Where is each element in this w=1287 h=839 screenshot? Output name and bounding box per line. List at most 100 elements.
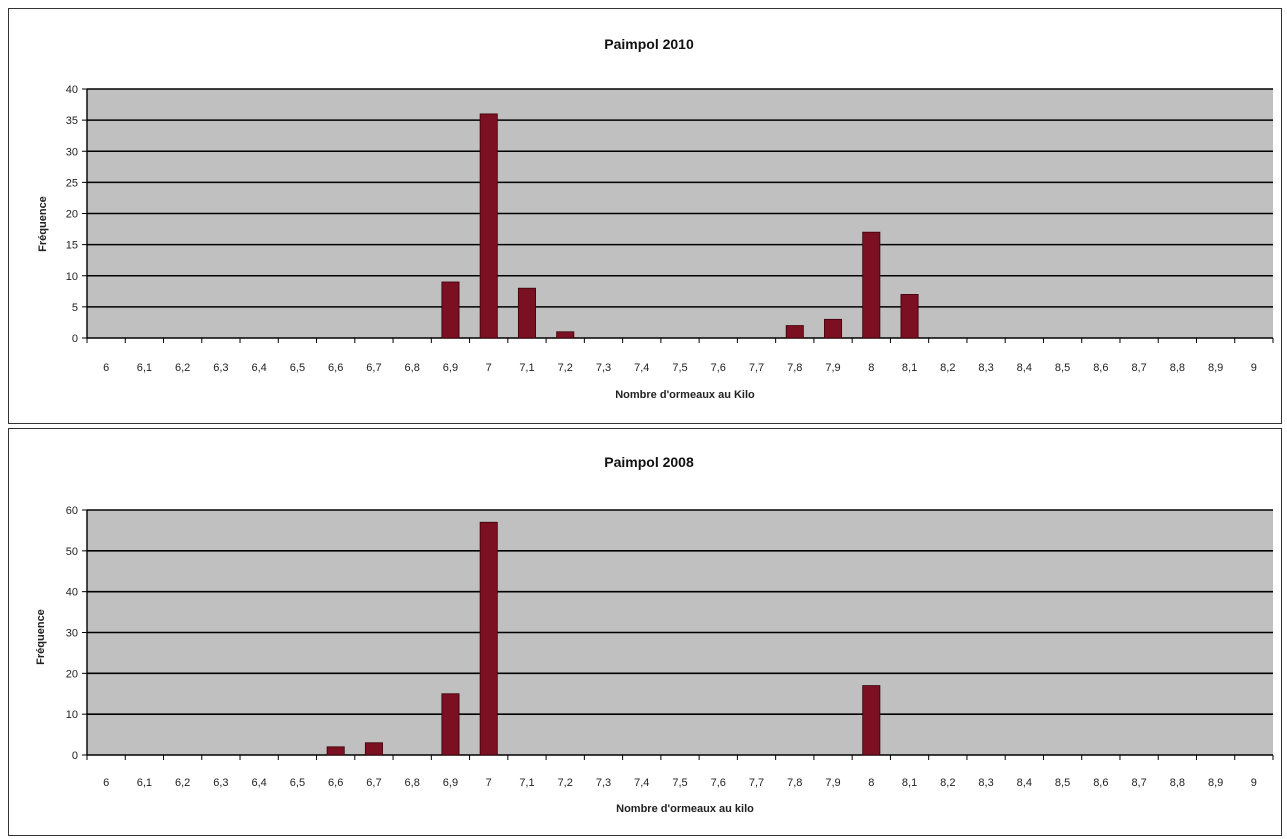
chart-panel-2008: Paimpol 2008 Nombre d'ormeaux au kilo Fr… [8,428,1282,836]
x-tick-label: 6,2 [175,362,190,374]
x-tick-label: 8,7 [1131,362,1146,374]
plot-area: 0 10 20 30 40 50 60 6 6,1 6,2 6,3 6,4 6,5 6,6 6,7 6,8 6,… [66,505,1273,789]
x-tick-label: 6,7 [366,362,381,374]
x-tick-label: 8,5 [1055,777,1070,789]
y-tick-label: 35 [66,115,78,127]
x-tick-label: 7,7 [749,777,764,789]
y-tick-label: 0 [72,333,78,345]
x-tick-label: 7 [486,777,492,789]
y-tick-label: 30 [66,146,78,158]
x-tick-label: 8,3 [978,777,993,789]
x-tick-label: 6,5 [290,777,305,789]
y-tick-label: 25 [66,177,78,189]
x-tick-label: 9 [1251,777,1257,789]
x-tick-label: 6,1 [137,777,152,789]
bar [863,232,880,338]
x-tick-label: 8,5 [1055,362,1070,374]
y-tick-label: 15 [66,240,78,252]
x-tick-label: 6 [103,362,109,374]
bar [518,288,535,338]
x-tick-label: 6,3 [213,777,228,789]
x-tick-label: 6,9 [443,362,458,374]
bar [365,743,382,755]
x-axis-label: Nombre d'ormeaux au Kilo [615,389,755,401]
x-tick-label: 8 [868,362,874,374]
x-tick-label: 7,6 [711,362,726,374]
y-tick-label: 60 [66,505,78,517]
y-axis-label: Fréquence [35,609,47,665]
x-tick-label: 8,8 [1170,777,1185,789]
x-tick-label: 8,4 [1017,777,1032,789]
y-tick-label: 50 [66,546,78,558]
x-tick-label: 7,1 [519,362,534,374]
x-tick-label: 6,5 [290,362,305,374]
x-tick-label: 8,1 [902,777,917,789]
x-tick-label: 6,6 [328,362,343,374]
bar [442,282,459,338]
x-axis-label: Nombre d'ormeaux au kilo [616,803,754,815]
x-tick-label: 8,4 [1017,362,1032,374]
x-tick-label: 7,2 [558,362,573,374]
x-tick-label: 7,3 [596,362,611,374]
x-tick-label: 6,4 [252,362,267,374]
x-tick-label: 8,3 [978,362,993,374]
x-tick-label: 7,2 [558,777,573,789]
y-axis-label: Fréquence [37,196,49,252]
y-tick-label: 30 [66,628,78,640]
x-tick-label: 6,4 [252,777,267,789]
plot-area: 0 5 10 15 20 25 30 35 40 6 6,1 6,2 6,3 6,4 6,5 6,6 6,7 6,… [66,84,1273,374]
chart-panel-2010: Paimpol 2010 Nombre d'ormeaux au Kilo Fr… [8,8,1282,424]
y-tick-label: 0 [72,750,78,762]
bar [901,294,918,338]
x-tick-label: 8,6 [1093,362,1108,374]
chart-title: Paimpol 2010 [604,36,694,52]
x-tick-label: 7,8 [787,362,802,374]
x-tick-label: 7,4 [634,362,649,374]
x-tick-label: 9 [1251,362,1257,374]
x-tick-label: 7,7 [749,362,764,374]
x-tick-label: 8,2 [940,362,955,374]
bar [824,319,841,338]
x-tick-label: 7,5 [672,362,687,374]
x-tick-label: 6,7 [366,777,381,789]
bar [442,694,459,755]
x-tick-label: 6,6 [328,777,343,789]
x-tick-label: 7,1 [519,777,534,789]
y-tick-label: 20 [66,668,78,680]
x-tick-label: 8,6 [1093,777,1108,789]
y-tick-label: 5 [72,302,78,314]
y-tick-label: 20 [66,209,78,221]
chart-paimpol-2008: Paimpol 2008 Nombre d'ormeaux au kilo Fr… [9,429,1281,835]
bar [863,686,880,755]
chart-title: Paimpol 2008 [604,454,694,470]
x-tick-label: 6,1 [137,362,152,374]
x-tick-label: 8,8 [1170,362,1185,374]
x-tick-label: 7,4 [634,777,649,789]
x-tick-label: 7,9 [825,362,840,374]
y-tick-label: 40 [66,84,78,96]
bar [480,522,497,755]
x-tick-label: 6,8 [405,362,420,374]
x-tick-label: 8,9 [1208,777,1223,789]
x-tick-label: 7,8 [787,777,802,789]
x-tick-label: 6 [103,777,109,789]
x-tick-label: 6,2 [175,777,190,789]
x-tick-label: 7,6 [711,777,726,789]
bar [786,326,803,338]
x-tick-label: 8,1 [902,362,917,374]
y-tick-label: 10 [66,709,78,721]
x-tick-label: 7,3 [596,777,611,789]
x-tick-label: 7 [486,362,492,374]
x-tick-label: 8,2 [940,777,955,789]
x-tick-label: 7,5 [672,777,687,789]
x-tick-label: 6,9 [443,777,458,789]
x-tick-label: 6,3 [213,362,228,374]
x-tick-label: 8,7 [1131,777,1146,789]
bar [480,114,497,338]
y-tick-label: 40 [66,587,78,599]
x-tick-label: 8,9 [1208,362,1223,374]
x-tick-label: 8 [868,777,874,789]
bar [327,747,344,755]
y-tick-label: 10 [66,271,78,283]
chart-paimpol-2010: Paimpol 2010 Nombre d'ormeaux au Kilo Fr… [9,9,1281,423]
